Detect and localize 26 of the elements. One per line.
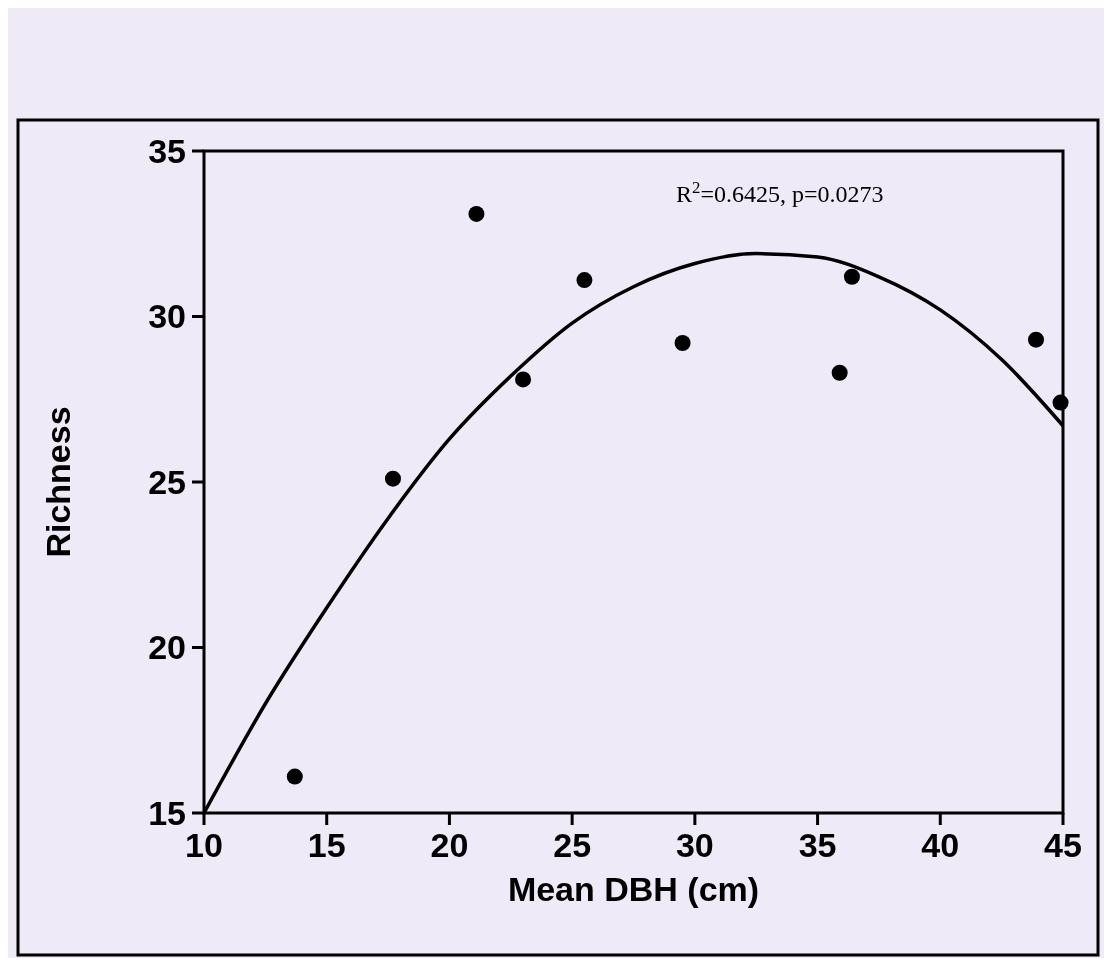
y-axis-title: Richness xyxy=(39,406,77,558)
y-tick-label: 30 xyxy=(148,297,186,336)
y-tick-label: 20 xyxy=(148,628,186,667)
point xyxy=(1028,331,1044,348)
point xyxy=(1052,394,1069,411)
point xyxy=(515,371,532,388)
x-tick-label: 35 xyxy=(798,826,837,864)
x-tick-label: 25 xyxy=(553,826,592,864)
y-tick-label: 35 xyxy=(148,131,186,170)
x-axis-title: Mean DBH (cm) xyxy=(507,870,760,908)
x-tick-label: 15 xyxy=(307,826,346,864)
x-tick-label: 45 xyxy=(1044,826,1082,864)
y-tick-label: 15 xyxy=(148,793,186,832)
point xyxy=(468,205,485,222)
annotation: R$^{2}$=0.6425, p=0.0273 xyxy=(676,177,884,207)
point xyxy=(843,268,860,285)
x-tick-label: 40 xyxy=(921,826,960,864)
x-tick-label: 30 xyxy=(675,826,714,864)
x-tick-label: 20 xyxy=(430,826,469,864)
point xyxy=(576,272,593,289)
point xyxy=(286,768,303,785)
point xyxy=(384,470,401,487)
x-tick-label: 10 xyxy=(185,826,223,864)
point xyxy=(674,334,691,351)
point xyxy=(831,364,848,381)
y-tick-label: 25 xyxy=(148,462,186,501)
